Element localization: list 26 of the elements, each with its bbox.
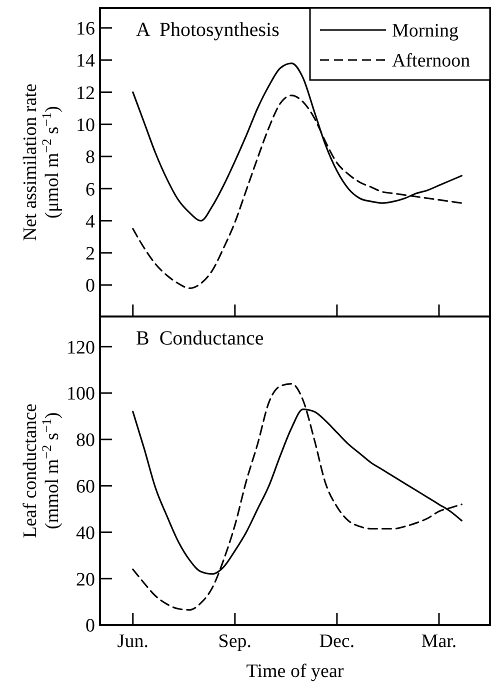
x-tick-label: Mar. [421, 631, 457, 652]
text: A Photosynthesis [136, 19, 280, 41]
legend-label: Afternoon [392, 50, 471, 72]
x-tick-label: Sep. [218, 631, 252, 652]
x-tick-label: Jun. [117, 631, 148, 652]
y-tick-label: 100 [66, 384, 95, 405]
y-tick-label: 80 [76, 430, 95, 452]
x-tick-label: Dec. [319, 631, 355, 652]
y-tick-label: 0 [86, 616, 95, 637]
y-tick-label: 16 [76, 18, 95, 40]
legend-label: Morning [392, 20, 459, 42]
line-series [132, 382, 462, 611]
y-tick-label: 60 [76, 476, 95, 498]
y-tick-label: 14 [76, 50, 96, 72]
y-tick-label: 2 [86, 244, 95, 265]
y-tick-label: 120 [66, 337, 95, 358]
y-tick-label: 40 [76, 522, 95, 544]
y-tick-label: 0 [86, 276, 95, 297]
y-tick-label: 6 [86, 179, 95, 200]
y-tick-label: 10 [76, 114, 95, 136]
y-tick-label: 4 [86, 211, 96, 232]
y-tick-label: 20 [76, 569, 95, 590]
y-tick-label: 8 [86, 147, 95, 168]
x-axis-title: Time of year [246, 661, 344, 682]
text: B Conductance [136, 328, 264, 350]
y-tick-label: 12 [76, 82, 95, 104]
